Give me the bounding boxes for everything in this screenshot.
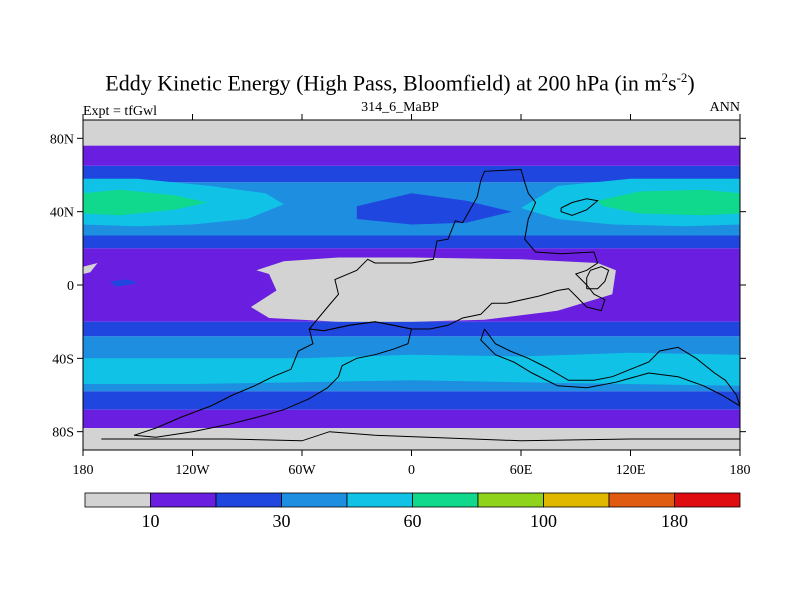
y-tick-label: 80S [52, 426, 74, 441]
zonal-band-2 [83, 165, 740, 183]
y-tick-label: 40N [50, 206, 74, 221]
nh-jet-dip [356, 193, 512, 225]
x-tick-label: 0 [408, 463, 415, 478]
chart-title-sup2: -2 [676, 70, 688, 85]
colorbar-label: 180 [661, 511, 688, 531]
chart-title: Eddy Kinetic Energy (High Pass, Bloomfie… [0, 70, 800, 96]
colorbar-swatch [608, 492, 675, 508]
x-tick-label: 180 [73, 463, 94, 478]
chart-title-sup1: 2 [661, 70, 669, 85]
zonal-band-0 [83, 120, 740, 146]
x-tick-label: 60E [510, 463, 533, 478]
trop-blue-spot [110, 279, 138, 287]
colorbar-label: 100 [530, 511, 557, 531]
outline-antarctic-coast [101, 431, 740, 442]
map-outline-layer [101, 168, 740, 442]
colorbar-label: 10 [142, 511, 160, 531]
outline-south-continent [133, 321, 413, 438]
x-tick-label: 60W [288, 463, 316, 478]
x-tick-label: 120W [175, 463, 210, 478]
nh-jet-max-east [597, 189, 740, 216]
map-fill-layer [83, 120, 740, 450]
colorbar-swatch [150, 492, 217, 508]
outline-small-island [560, 198, 599, 216]
colorbar-swatch [674, 492, 741, 508]
chart-title-main: Eddy Kinetic Energy (High Pass, Bloomfie… [105, 70, 662, 96]
colorbar-swatch [346, 492, 413, 508]
y-tick-label: 80N [50, 132, 74, 147]
tropical-gap [250, 257, 616, 322]
sh-core [83, 352, 740, 386]
colorbar: 10 30 60 100 180 [84, 492, 741, 531]
colorbar-label: 60 [404, 511, 422, 531]
colorbar-label: 30 [273, 511, 291, 531]
chart-title-mid: s [668, 70, 677, 96]
outline-sub-continent [480, 328, 740, 407]
colorbar-swatch [477, 492, 544, 508]
east-pacific-gap [83, 263, 98, 274]
x-tick-label: 180 [730, 463, 751, 478]
zonal-band-9 [83, 409, 740, 428]
axes-layer: 180 120W 60W 0 60E 120E 180 80N 40N 0 40S 80S [50, 114, 751, 478]
colorbar-swatch [543, 492, 610, 508]
zonal-band-10 [83, 428, 740, 450]
chart-subtitle: 314_6_MaBP [361, 100, 439, 115]
season-label: ANN [709, 100, 740, 115]
chart-title-end: ) [687, 70, 695, 96]
experiment-label: Expt = tfGwl [83, 104, 157, 119]
colorbar-swatch [281, 492, 348, 508]
nh-jet-max-west [83, 189, 208, 216]
colorbar-swatch [215, 492, 282, 508]
zonal-band-8 [83, 391, 740, 410]
colorbar-swatch [84, 492, 151, 508]
zonal-band-1 [83, 145, 740, 166]
outline-peninsula [586, 266, 610, 290]
x-tick-label: 120E [616, 463, 646, 478]
colorbar-swatch [412, 492, 479, 508]
y-tick-label: 40S [52, 352, 74, 367]
zonal-band-4 [83, 235, 740, 249]
y-tick-label: 0 [67, 279, 74, 294]
